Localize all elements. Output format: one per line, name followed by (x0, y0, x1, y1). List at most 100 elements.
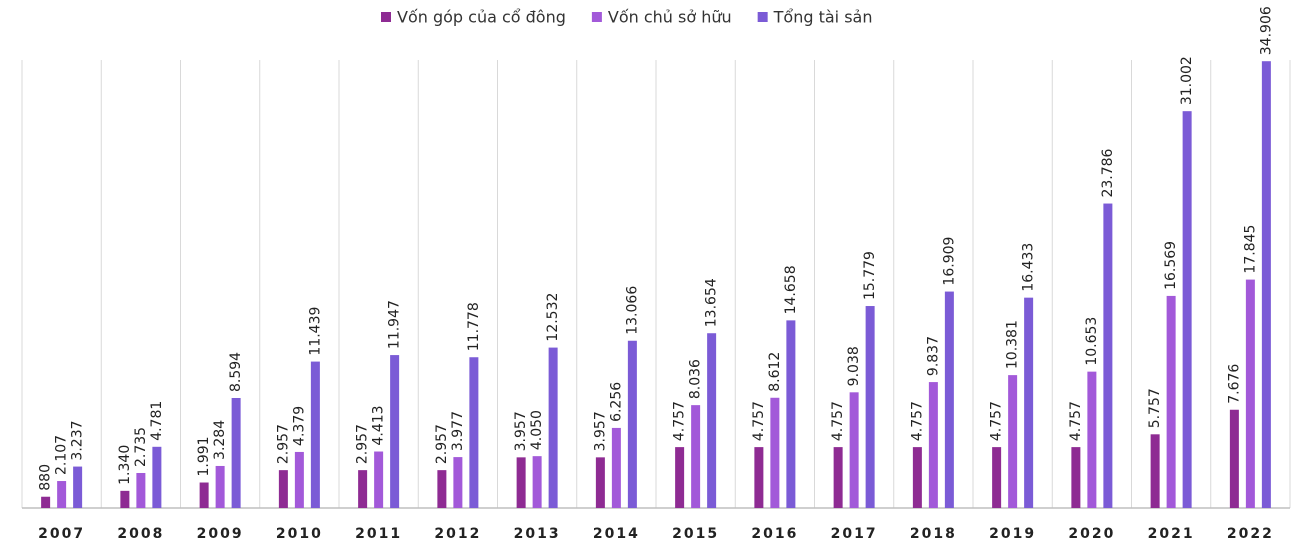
bar (754, 447, 764, 508)
data-label: 13.654 (704, 278, 720, 327)
bar (627, 340, 637, 508)
data-label: 3.957 (513, 411, 529, 451)
data-label: 23.786 (1100, 148, 1116, 197)
x-tick-label: 2007 (38, 526, 85, 542)
data-label: 3.957 (592, 411, 608, 451)
data-label: 4.379 (291, 406, 307, 446)
bar (215, 465, 225, 508)
data-label: 10.653 (1084, 317, 1100, 366)
data-label: 8.036 (688, 359, 704, 399)
bar (833, 447, 843, 508)
bar (152, 446, 162, 508)
data-label: 2.957 (355, 424, 371, 464)
legend-swatch (591, 12, 602, 22)
bar (390, 355, 400, 508)
legend-label: Tổng tài sản (773, 8, 873, 27)
bar (1103, 203, 1113, 509)
bar (944, 291, 954, 508)
bar (278, 470, 288, 508)
bar (912, 447, 922, 508)
bar (1245, 279, 1255, 508)
bar (199, 482, 209, 508)
bar (548, 347, 558, 508)
data-label: 4.757 (830, 401, 846, 441)
data-label: 16.433 (1021, 243, 1037, 292)
bar (57, 481, 67, 508)
x-tick-label: 2017 (831, 526, 878, 542)
data-label: 2.107 (54, 435, 70, 475)
bar (1024, 297, 1034, 508)
data-label: 4.413 (371, 405, 387, 445)
data-label: 3.977 (450, 411, 466, 451)
x-tick-label: 2021 (1148, 526, 1195, 542)
data-label: 880 (38, 464, 54, 491)
bar (770, 397, 780, 508)
bar (992, 447, 1002, 508)
data-label: 34.906 (1258, 6, 1274, 55)
bar (675, 447, 685, 508)
bar (1150, 434, 1160, 508)
x-tick-label: 2022 (1227, 526, 1274, 542)
bar (120, 490, 130, 508)
bar (1071, 447, 1081, 508)
x-tick-label: 2015 (672, 526, 719, 542)
bar (1261, 61, 1271, 509)
bar (310, 361, 320, 508)
bar (691, 405, 701, 508)
data-label: 10.381 (1005, 320, 1021, 369)
data-label: 2.957 (434, 424, 450, 464)
x-tick-label: 2016 (751, 526, 798, 542)
bar (928, 382, 938, 508)
legend-label: Vốn chủ sở hữu (608, 8, 732, 27)
bar (516, 457, 526, 508)
data-label: 3.237 (70, 420, 86, 460)
data-label: 4.757 (751, 401, 767, 441)
x-tick-label: 2009 (197, 526, 244, 542)
data-label: 3.284 (212, 420, 228, 460)
x-tick-label: 2008 (117, 526, 164, 542)
bar (1166, 295, 1176, 508)
bar (1008, 375, 1018, 508)
bar (865, 306, 875, 508)
x-tick-label: 2020 (1068, 526, 1115, 542)
bar (453, 457, 463, 508)
data-label: 1.340 (117, 445, 133, 485)
data-label: 9.837 (925, 336, 941, 376)
x-tick-label: 2010 (276, 526, 323, 542)
bar (611, 427, 621, 508)
bar (73, 466, 83, 508)
x-tick-label: 2018 (910, 526, 957, 542)
data-label: 31.002 (1179, 56, 1195, 105)
legend-label: Vốn góp của cổ đông (397, 8, 566, 27)
data-label: 16.569 (1163, 241, 1179, 290)
data-label: 1.991 (196, 436, 212, 476)
data-label: 15.779 (862, 251, 878, 300)
data-label: 13.066 (624, 286, 640, 335)
x-tick-label: 2014 (593, 526, 640, 542)
bar (41, 496, 51, 508)
data-label: 2.735 (133, 427, 149, 467)
data-label: 11.778 (466, 302, 482, 351)
x-tick-label: 2012 (434, 526, 481, 542)
data-label: 16.909 (941, 237, 957, 286)
bar (294, 451, 304, 508)
data-label: 9.038 (846, 346, 862, 386)
data-label: 2.957 (275, 424, 291, 464)
data-label: 5.757 (1147, 388, 1163, 428)
data-label: 4.050 (529, 410, 545, 450)
data-label: 4.757 (989, 401, 1005, 441)
data-label: 11.947 (387, 300, 403, 349)
data-label: 4.757 (909, 401, 925, 441)
data-label: 4.757 (672, 401, 688, 441)
bar (231, 397, 241, 508)
bar (469, 357, 479, 508)
bar (595, 457, 605, 508)
data-label: 7.676 (1226, 364, 1242, 404)
legend-swatch (381, 12, 391, 22)
data-label: 8.612 (767, 352, 783, 392)
bar (1087, 371, 1097, 508)
bar (849, 392, 859, 508)
bar (532, 456, 542, 508)
bar (437, 470, 447, 508)
